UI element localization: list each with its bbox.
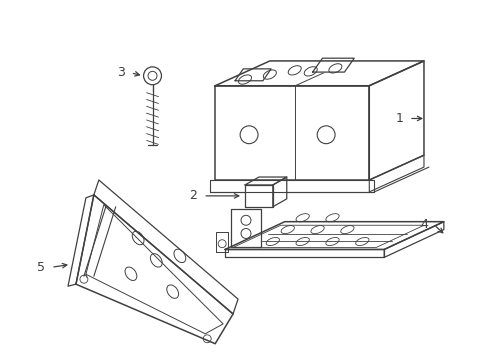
Polygon shape <box>368 155 423 192</box>
Text: 2: 2 <box>189 189 197 202</box>
Text: 5: 5 <box>37 261 45 274</box>
Text: 3: 3 <box>117 66 124 79</box>
Polygon shape <box>312 58 353 72</box>
Polygon shape <box>224 222 443 249</box>
Polygon shape <box>215 86 368 180</box>
Polygon shape <box>76 195 233 344</box>
Polygon shape <box>384 222 443 257</box>
Polygon shape <box>231 209 261 247</box>
Text: 1: 1 <box>394 112 402 125</box>
Polygon shape <box>244 185 272 207</box>
Polygon shape <box>94 180 238 314</box>
Text: 4: 4 <box>419 218 427 231</box>
Polygon shape <box>224 249 384 257</box>
Polygon shape <box>215 61 423 86</box>
Polygon shape <box>68 195 94 286</box>
Polygon shape <box>244 177 286 185</box>
Polygon shape <box>210 180 373 192</box>
Polygon shape <box>272 177 286 207</box>
Polygon shape <box>368 61 423 180</box>
Polygon shape <box>235 69 270 81</box>
